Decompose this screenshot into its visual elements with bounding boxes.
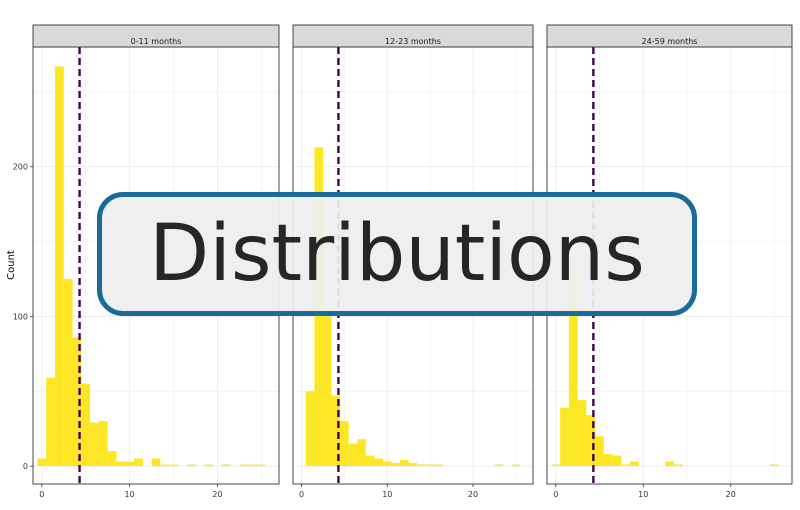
histogram-bar [348, 443, 358, 467]
histogram-bar [63, 278, 73, 467]
histogram-bar [248, 464, 258, 467]
x-tick-label: 10 [638, 490, 648, 499]
x-tick-label: 0 [299, 490, 304, 499]
histogram-bar [595, 436, 604, 467]
histogram-bar [98, 421, 108, 467]
histogram-bar [151, 458, 161, 467]
x-tick-label: 0 [39, 490, 44, 499]
histogram-bar [116, 461, 126, 467]
histogram-bar [204, 464, 214, 467]
histogram-bar [46, 377, 55, 467]
facet-strip [292, 24, 534, 48]
histogram-bar [400, 460, 409, 467]
histogram-bar [90, 422, 99, 467]
histogram-bar [494, 464, 503, 467]
histogram-bar [612, 455, 622, 467]
histogram-bar [621, 464, 631, 467]
histogram-bar [374, 458, 383, 467]
histogram-bar [560, 407, 569, 467]
histogram-bar [603, 454, 613, 467]
histogram-bar [37, 458, 47, 467]
histogram-bar [551, 464, 561, 467]
facet-strip [32, 24, 280, 48]
histogram-bar [323, 316, 332, 467]
x-tick-label: 20 [212, 490, 222, 499]
histogram-bar [673, 464, 683, 467]
histogram-bar [169, 464, 178, 467]
histogram-bar [511, 464, 521, 467]
histogram-bar [125, 461, 135, 467]
banner-title: Distributions [149, 209, 645, 299]
facet-strip-label: 24-59 months [642, 37, 698, 46]
histogram-bar [81, 383, 91, 467]
histogram-bar [134, 458, 143, 467]
histogram-bar [305, 391, 315, 467]
histogram-bar [357, 439, 366, 467]
histogram-bar [383, 461, 392, 467]
x-tick-label: 10 [125, 490, 135, 499]
histogram-bar [665, 461, 674, 467]
x-tick-label: 20 [468, 490, 478, 499]
x-tick-label: 20 [726, 490, 736, 499]
histogram-bar [391, 463, 401, 467]
title-banner: Distributions [97, 192, 697, 316]
histogram-bar [107, 451, 117, 467]
histogram-bar [577, 400, 587, 467]
histogram-bar [417, 464, 426, 467]
histogram-bar [568, 271, 578, 467]
histogram-bar [160, 464, 170, 467]
histogram-bar [586, 415, 596, 467]
histogram-bar [54, 66, 64, 467]
histogram-bar [425, 464, 435, 467]
histogram-bar [221, 464, 231, 467]
x-tick-label: 10 [382, 490, 392, 499]
histogram-bar [72, 337, 82, 467]
facet-strip [546, 24, 793, 48]
y-tick-label: 0 [23, 462, 28, 471]
facet-strip-label: 0-11 months [131, 37, 182, 46]
histogram-bar [186, 464, 196, 467]
histogram-bar [331, 395, 341, 467]
histogram-bar [770, 464, 779, 467]
histogram-bar [630, 461, 639, 467]
histogram-bar [257, 464, 266, 467]
y-tick-label: 200 [13, 163, 28, 172]
histogram-bar [408, 463, 418, 467]
y-tick-label: 100 [13, 312, 28, 321]
facet-strip-label: 12-23 months [385, 37, 441, 46]
histogram-bar [239, 464, 249, 467]
y-axis-title: Count [6, 250, 17, 280]
x-tick-label: 0 [553, 490, 558, 499]
histogram-bar [365, 455, 375, 467]
histogram-bar [340, 421, 349, 467]
histogram-bar [434, 464, 443, 467]
